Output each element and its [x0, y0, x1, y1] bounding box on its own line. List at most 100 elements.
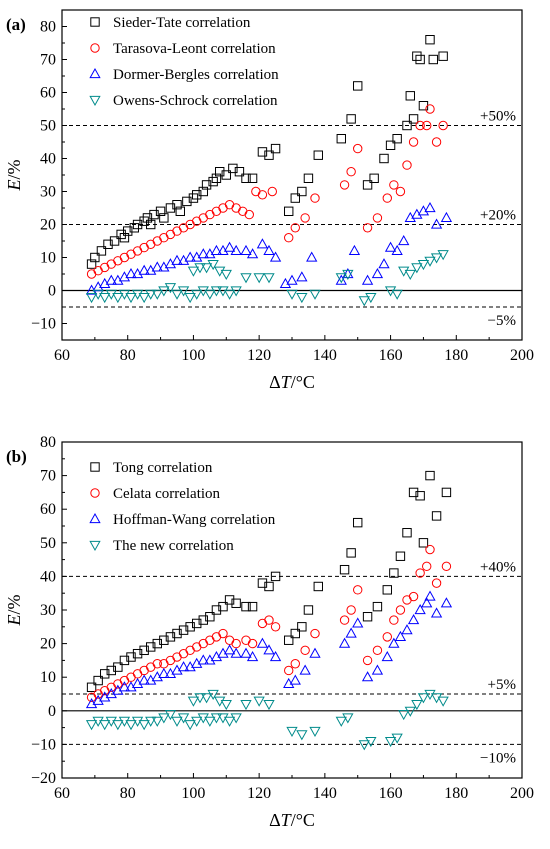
legend-label: Tarasova-Leont correlation — [113, 41, 276, 57]
x-tick-label: 60 — [54, 785, 70, 802]
x-tick-label: 200 — [510, 785, 534, 802]
x-tick-label: 80 — [120, 347, 136, 364]
data-point — [430, 693, 443, 704]
data-point — [382, 585, 392, 595]
y-tick-label: 50 — [40, 118, 56, 135]
data-point — [218, 628, 228, 639]
data-point — [151, 261, 163, 272]
data-point — [198, 213, 208, 223]
data-point — [90, 252, 100, 263]
data-point — [85, 720, 98, 731]
data-point — [417, 205, 430, 216]
data-point — [297, 186, 307, 197]
data-point — [348, 244, 361, 255]
data-point — [384, 241, 397, 252]
data-point — [159, 233, 169, 243]
data-point — [172, 652, 182, 662]
data-point — [119, 655, 130, 666]
data-point — [296, 271, 308, 282]
data-point — [177, 661, 190, 672]
data-point — [210, 286, 223, 297]
data-point — [241, 635, 251, 645]
data-point — [241, 173, 251, 184]
data-point — [145, 264, 157, 275]
data-point — [218, 601, 228, 612]
panel-a: (a) +50% +20% −5% 60 80 100 120 140 160 180 200 −10 0… — [4, 9, 534, 392]
data-point — [339, 615, 350, 625]
data-point — [335, 273, 347, 284]
data-point — [415, 120, 425, 131]
data-point — [164, 710, 177, 721]
data-point — [146, 642, 156, 652]
data-point — [382, 193, 392, 203]
data-point — [112, 720, 124, 731]
data-point — [158, 261, 170, 272]
legend-label: Celata correlation — [113, 486, 221, 502]
y-tick-label: 80 — [40, 434, 56, 451]
data-point — [247, 601, 258, 612]
data-point — [204, 716, 216, 727]
data-point — [408, 487, 419, 498]
data-point — [105, 289, 117, 300]
data-point — [284, 233, 294, 243]
data-point — [106, 665, 116, 676]
data-point — [129, 223, 139, 233]
data-point — [106, 259, 116, 269]
series-2 — [85, 590, 453, 709]
data-point — [437, 250, 449, 261]
data-point — [214, 696, 226, 707]
data-point — [230, 286, 242, 297]
reference-line-label: +40% — [480, 559, 516, 575]
series-3 — [85, 250, 449, 307]
data-point — [159, 213, 169, 223]
data-point — [131, 267, 144, 279]
data-point — [132, 246, 143, 256]
data-point — [424, 590, 436, 601]
data-point — [251, 186, 261, 197]
data-point — [440, 597, 453, 608]
data-point — [223, 289, 236, 300]
data-point — [113, 662, 123, 672]
data-point — [139, 242, 149, 253]
data-point — [392, 134, 402, 144]
data-point — [244, 209, 254, 220]
data-point — [309, 726, 321, 737]
data-point — [158, 713, 170, 724]
data-point — [431, 578, 442, 588]
y-tick-label: 20 — [40, 217, 56, 234]
data-point — [210, 651, 223, 662]
data-point — [418, 538, 429, 548]
data-point — [401, 624, 413, 635]
data-point — [284, 665, 294, 676]
data-point — [404, 269, 416, 281]
data-point — [132, 648, 143, 659]
legend-marker — [89, 95, 101, 107]
x-tick-label: 200 — [510, 347, 534, 364]
data-point — [270, 143, 281, 154]
data-point — [381, 651, 393, 662]
data-point — [116, 229, 126, 240]
data-point — [86, 269, 97, 279]
data-point — [247, 638, 258, 649]
data-point — [92, 716, 104, 727]
data-point — [412, 51, 422, 61]
data-point — [313, 150, 323, 160]
data-point — [286, 289, 298, 300]
data-point — [217, 286, 229, 297]
data-point — [371, 664, 384, 675]
data-point — [430, 607, 443, 618]
data-point — [431, 511, 442, 521]
series-1 — [86, 104, 448, 279]
data-point — [414, 603, 426, 615]
reference-line-label: +5% — [488, 677, 516, 693]
data-point — [132, 219, 143, 230]
data-point — [269, 251, 282, 262]
data-point — [231, 203, 241, 213]
data-point — [210, 713, 223, 724]
data-point — [151, 716, 163, 727]
x-tick-label: 180 — [444, 785, 468, 802]
data-point — [372, 213, 383, 223]
legend-label: Tong correlation — [113, 460, 213, 476]
data-point — [425, 470, 435, 481]
